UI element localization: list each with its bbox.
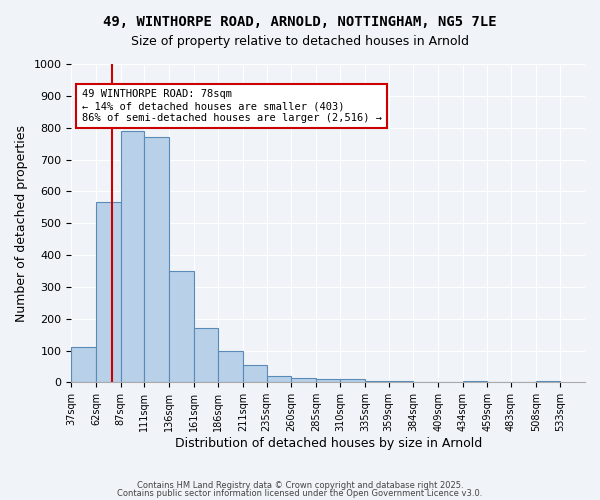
Bar <box>365 381 389 382</box>
Bar <box>340 379 365 382</box>
Bar <box>121 131 144 382</box>
Bar <box>266 376 291 382</box>
Text: Size of property relative to detached houses in Arnold: Size of property relative to detached ho… <box>131 35 469 48</box>
Text: 49 WINTHORPE ROAD: 78sqm
← 14% of detached houses are smaller (403)
86% of semi-: 49 WINTHORPE ROAD: 78sqm ← 14% of detach… <box>82 90 382 122</box>
Bar <box>536 381 560 382</box>
Bar <box>218 350 243 382</box>
Bar <box>243 365 266 382</box>
Bar <box>194 328 218 382</box>
Bar <box>316 379 340 382</box>
Bar <box>71 348 96 382</box>
Y-axis label: Number of detached properties: Number of detached properties <box>15 124 28 322</box>
Bar <box>291 378 316 382</box>
Bar <box>96 202 121 382</box>
Bar <box>144 137 169 382</box>
X-axis label: Distribution of detached houses by size in Arnold: Distribution of detached houses by size … <box>175 437 482 450</box>
Bar <box>169 271 194 382</box>
Bar <box>389 381 413 382</box>
Bar <box>463 381 487 382</box>
Text: Contains public sector information licensed under the Open Government Licence v3: Contains public sector information licen… <box>118 488 482 498</box>
Text: 49, WINTHORPE ROAD, ARNOLD, NOTTINGHAM, NG5 7LE: 49, WINTHORPE ROAD, ARNOLD, NOTTINGHAM, … <box>103 15 497 29</box>
Text: Contains HM Land Registry data © Crown copyright and database right 2025.: Contains HM Land Registry data © Crown c… <box>137 481 463 490</box>
